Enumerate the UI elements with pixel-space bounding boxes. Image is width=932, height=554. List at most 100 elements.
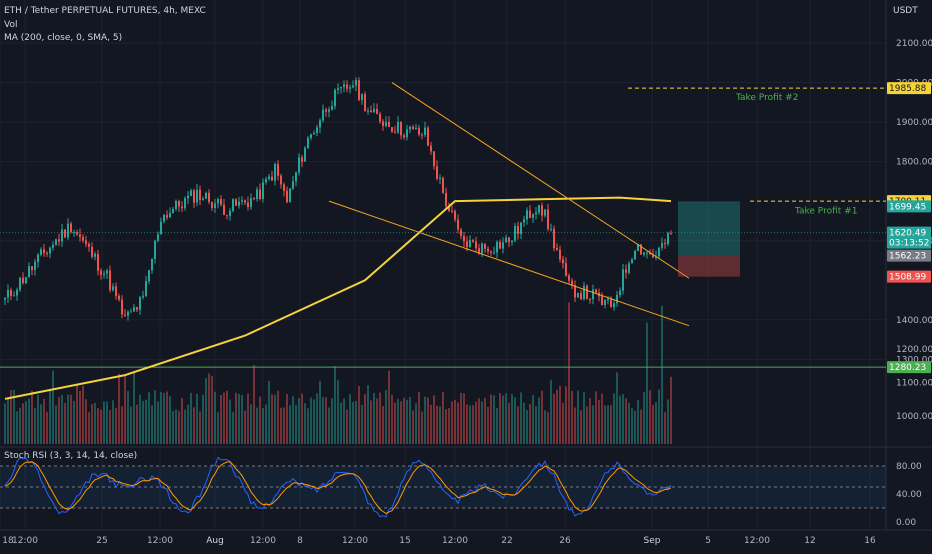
candle-body (556, 248, 558, 250)
candle-body (616, 295, 618, 304)
volume-bar (601, 393, 603, 444)
volume-bar (625, 398, 627, 444)
volume-bar (277, 390, 279, 444)
volume-bar (448, 408, 450, 444)
candle-body (7, 289, 9, 298)
volume-bar (220, 395, 222, 444)
candle-body (565, 263, 567, 276)
candle-body (436, 166, 438, 179)
candle-body (259, 189, 261, 199)
take-profit-1-label: Take Profit #1 (794, 206, 857, 216)
candle-body (142, 295, 144, 298)
stoch-tick: 80.00 (896, 462, 922, 472)
volume-bar (178, 410, 180, 444)
candle-body (58, 239, 60, 242)
candle-body (544, 209, 546, 216)
volume-bar (166, 391, 168, 444)
volume-bar (433, 395, 435, 444)
volume-bar (400, 401, 402, 444)
volume-bar (103, 401, 105, 444)
candle-body (166, 214, 168, 218)
volume-bar (43, 398, 45, 444)
volume-bar (502, 395, 504, 444)
volume-bar (391, 394, 393, 444)
volume-bar (181, 397, 183, 444)
candle-body (580, 293, 582, 300)
candle-body (625, 269, 627, 273)
candle-body (622, 269, 624, 291)
volume-bar (607, 405, 609, 444)
volume-bar (214, 391, 216, 444)
volume-bar (292, 396, 294, 444)
volume-bar (10, 390, 12, 444)
volume-bar (427, 397, 429, 444)
candle-body (334, 89, 336, 107)
candle-body (445, 192, 447, 207)
candle-body (193, 190, 195, 203)
volume-bar (343, 398, 345, 444)
volume-bar (583, 392, 585, 444)
currency-label: USDT (893, 6, 918, 16)
volume-bar (442, 391, 444, 444)
candle-body (418, 127, 420, 135)
candle-body (541, 205, 543, 216)
volume-bar (289, 405, 291, 444)
volume-bar (310, 397, 312, 444)
volume-bar (592, 405, 594, 444)
volume-bar (187, 404, 189, 444)
volume-bar (82, 385, 84, 444)
volume-bar (211, 375, 213, 444)
price-tag-text: 1508.99 (889, 273, 926, 283)
candle-body (601, 296, 603, 306)
price-tag (887, 82, 931, 95)
candle-body (382, 121, 384, 127)
volume-bar (223, 392, 225, 444)
candle-body (283, 184, 285, 191)
volume-bar (406, 399, 408, 444)
volume-bar (139, 394, 141, 444)
price-tick: 1800.00 (896, 158, 932, 168)
volume-bar (667, 399, 669, 444)
volume-bar (628, 402, 630, 444)
price-tag (887, 226, 931, 249)
volume-bar (370, 400, 372, 444)
candle-body (430, 145, 432, 152)
volume-bar (397, 399, 399, 444)
volume-bar (451, 401, 453, 444)
candle-body (61, 229, 63, 242)
candle-body (229, 210, 231, 216)
volume-bars (4, 302, 672, 444)
time-tick: 26 (559, 536, 571, 546)
volume-bar (160, 392, 162, 444)
candle-body (343, 84, 345, 88)
candle-body (163, 214, 165, 222)
volume-bar (598, 399, 600, 444)
volume-bar (595, 391, 597, 444)
candle-body (268, 176, 270, 180)
candle-body (364, 94, 366, 112)
volume-bar (196, 393, 198, 444)
candle-body (478, 248, 480, 254)
candle-body (97, 253, 99, 271)
volume-bar (394, 402, 396, 444)
price-tag (887, 249, 931, 262)
volume-bar (364, 394, 366, 444)
volume-bar (259, 396, 261, 444)
volume-bar (655, 402, 657, 444)
volume-bar (250, 404, 252, 444)
volume-bar (253, 364, 255, 444)
volume-bar (244, 410, 246, 444)
candle-body (4, 297, 6, 300)
candle-body (226, 214, 228, 216)
candle-body (457, 219, 459, 230)
volume-bar (415, 403, 417, 444)
candle-body (100, 270, 102, 275)
volume-bar (175, 409, 177, 444)
candle-body (490, 251, 492, 253)
candle-body (265, 179, 267, 183)
volume-bar (73, 400, 75, 444)
candle-body (49, 247, 51, 254)
candle-body (280, 175, 282, 185)
